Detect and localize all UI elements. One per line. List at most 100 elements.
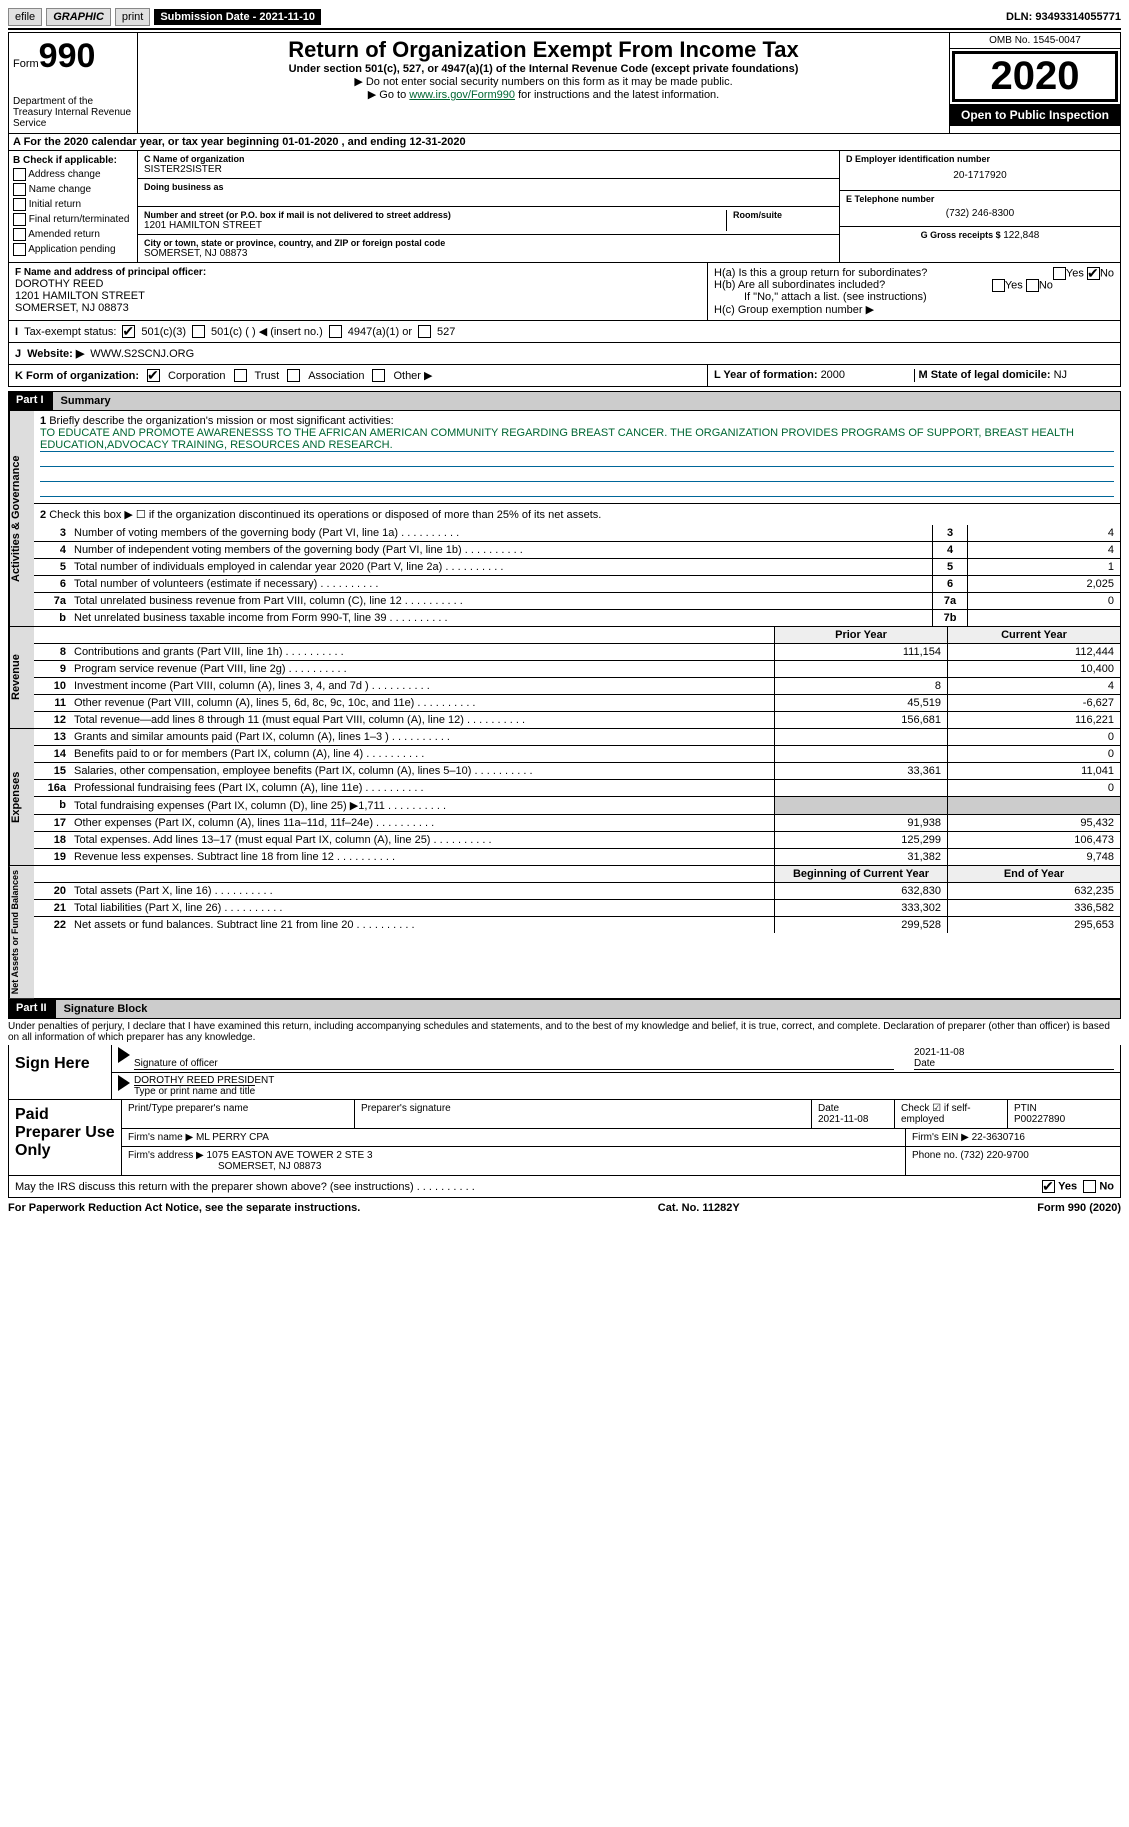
chk-final-return[interactable] bbox=[13, 213, 26, 226]
hb-yes[interactable] bbox=[992, 279, 1005, 292]
chk-other[interactable] bbox=[372, 369, 385, 382]
chk-name-change[interactable] bbox=[13, 183, 26, 196]
form-number: 990 bbox=[39, 37, 96, 75]
exp-line-19: 19Revenue less expenses. Subtract line 1… bbox=[34, 849, 1120, 865]
tax-year: 2020 bbox=[952, 51, 1118, 102]
city-label: City or town, state or province, country… bbox=[144, 238, 833, 248]
hdr-end-year: End of Year bbox=[947, 866, 1120, 882]
ha-no[interactable] bbox=[1087, 267, 1100, 280]
part1-header: Part I bbox=[8, 391, 52, 411]
d-ein-label: D Employer identification number bbox=[846, 154, 1114, 164]
chk-trust[interactable] bbox=[234, 369, 247, 382]
side-net-assets: Net Assets or Fund Balances bbox=[9, 866, 34, 998]
officer-addr1: 1201 HAMILTON STREET bbox=[15, 290, 701, 302]
paid-preparer-label: Paid Preparer Use Only bbox=[9, 1100, 122, 1175]
prep-date-label: Date bbox=[818, 1103, 839, 1114]
exp-line-16a: 16aProfessional fundraising fees (Part I… bbox=[34, 780, 1120, 797]
addr-label: Number and street (or P.O. box if mail i… bbox=[144, 210, 720, 220]
net-line-21: 21Total liabilities (Part X, line 26)333… bbox=[34, 900, 1120, 917]
form-note-2: ▶ Go to www.irs.gov/Form990 for instruct… bbox=[142, 88, 945, 101]
row-j-website: J Website: ▶ WWW.S2SCNJ.ORG bbox=[8, 343, 1121, 365]
dln: DLN: 93493314055771 bbox=[1006, 11, 1121, 23]
officer-name: DOROTHY REED bbox=[15, 278, 701, 290]
org-city: SOMERSET, NJ 08873 bbox=[144, 248, 833, 259]
prep-sig-label: Preparer's signature bbox=[355, 1100, 812, 1128]
gross-receipts: 122,848 bbox=[1003, 230, 1039, 241]
chk-initial-return[interactable] bbox=[13, 198, 26, 211]
year-formation: 2000 bbox=[821, 369, 845, 381]
ptin-label: PTIN bbox=[1014, 1103, 1037, 1114]
page-footer: For Paperwork Reduction Act Notice, see … bbox=[8, 1198, 1121, 1218]
k-label: K Form of organization: bbox=[15, 370, 139, 382]
chk-527[interactable] bbox=[418, 325, 431, 338]
hb-note: If "No," attach a list. (see instruction… bbox=[714, 291, 1114, 303]
dept-treasury: Department of the Treasury Internal Reve… bbox=[13, 96, 133, 129]
q1-label: Briefly describe the organization's miss… bbox=[49, 415, 393, 427]
line-4: 4Number of independent voting members of… bbox=[34, 542, 1120, 559]
chk-corp[interactable] bbox=[147, 369, 160, 382]
line-7b: bNet unrelated business taxable income f… bbox=[34, 610, 1120, 626]
chk-501c[interactable] bbox=[192, 325, 205, 338]
rev-line-11: 11Other revenue (Part VIII, column (A), … bbox=[34, 695, 1120, 712]
rev-line-10: 10Investment income (Part VIII, column (… bbox=[34, 678, 1120, 695]
room-label: Room/suite bbox=[733, 210, 833, 220]
ha-yes[interactable] bbox=[1053, 267, 1066, 280]
exp-line-15: 15Salaries, other compensation, employee… bbox=[34, 763, 1120, 780]
efile-btn[interactable]: efile bbox=[8, 8, 42, 26]
org-name: SISTER2SISTER bbox=[144, 164, 833, 175]
rev-line-9: 9Program service revenue (Part VIII, lin… bbox=[34, 661, 1120, 678]
chk-address-change[interactable] bbox=[13, 168, 26, 181]
hc-label: H(c) Group exemption number ▶ bbox=[714, 303, 1114, 316]
sig-arrow-icon-2 bbox=[118, 1075, 130, 1091]
chk-501c3[interactable] bbox=[122, 325, 135, 338]
m-label: M State of legal domicile: bbox=[919, 369, 1054, 381]
open-to-public: Open to Public Inspection bbox=[950, 104, 1120, 126]
form-title: Return of Organization Exempt From Incom… bbox=[142, 37, 945, 63]
graphic-btn[interactable]: GRAPHIC bbox=[46, 8, 111, 26]
website-value: WWW.S2SCNJ.ORG bbox=[90, 348, 194, 360]
date-label: Date bbox=[914, 1058, 935, 1069]
net-line-22: 22Net assets or fund balances. Subtract … bbox=[34, 917, 1120, 933]
row-a-period: A For the 2020 calendar year, or tax yea… bbox=[8, 134, 1121, 151]
chk-assoc[interactable] bbox=[287, 369, 300, 382]
section-net-assets: Net Assets or Fund Balances Beginning of… bbox=[8, 866, 1121, 999]
section-revenue: Revenue Prior Year Current Year 8Contrib… bbox=[8, 627, 1121, 729]
b-label: B Check if applicable: bbox=[13, 155, 133, 166]
irs-link[interactable]: www.irs.gov/Form990 bbox=[409, 89, 515, 101]
ha-label: H(a) Is this a group return for subordin… bbox=[714, 267, 927, 279]
chk-amended[interactable] bbox=[13, 228, 26, 241]
may-irs-yes[interactable] bbox=[1042, 1180, 1055, 1193]
chk-4947[interactable] bbox=[329, 325, 342, 338]
side-governance: Activities & Governance bbox=[9, 411, 34, 626]
form-subtitle: Under section 501(c), 527, or 4947(a)(1)… bbox=[142, 63, 945, 75]
q2-label: Check this box ▶ ☐ if the organization d… bbox=[49, 509, 601, 521]
state-domicile: NJ bbox=[1054, 369, 1067, 381]
sig-officer-label: Signature of officer bbox=[134, 1058, 218, 1069]
print-btn[interactable]: print bbox=[115, 8, 150, 26]
part1-title: Summary bbox=[52, 391, 1121, 411]
section-governance: Activities & Governance 1 Briefly descri… bbox=[8, 411, 1121, 627]
g-gross-label: G Gross receipts $ bbox=[921, 230, 1004, 240]
may-irs-row: May the IRS discuss this return with the… bbox=[8, 1176, 1121, 1198]
sign-here-label: Sign Here bbox=[9, 1045, 112, 1099]
firm-addr1: 1075 EASTON AVE TOWER 2 STE 3 bbox=[207, 1150, 373, 1161]
firm-phone: (732) 220-9700 bbox=[960, 1150, 1028, 1161]
firm-ein: 22-3630716 bbox=[972, 1132, 1025, 1143]
line-5: 5Total number of individuals employed in… bbox=[34, 559, 1120, 576]
dba-label: Doing business as bbox=[144, 182, 833, 192]
form-note-1: ▶ Do not enter social security numbers o… bbox=[142, 75, 945, 88]
footer-left: For Paperwork Reduction Act Notice, see … bbox=[8, 1202, 360, 1214]
c-name-label: C Name of organization bbox=[144, 154, 833, 164]
may-irs-no[interactable] bbox=[1083, 1180, 1096, 1193]
hb-no[interactable] bbox=[1026, 279, 1039, 292]
exp-line-13: 13Grants and similar amounts paid (Part … bbox=[34, 729, 1120, 746]
form-header: Form990 Department of the Treasury Inter… bbox=[8, 32, 1121, 134]
omb-number: OMB No. 1545-0047 bbox=[950, 33, 1120, 49]
declaration-text: Under penalties of perjury, I declare th… bbox=[8, 1019, 1121, 1045]
chk-pending[interactable] bbox=[13, 243, 26, 256]
line-3: 3Number of voting members of the governi… bbox=[34, 525, 1120, 542]
officer-printed-label: Type or print name and title bbox=[134, 1085, 255, 1097]
hb-label: H(b) Are all subordinates included? bbox=[714, 279, 885, 291]
row-klm: K Form of organization: Corporation Trus… bbox=[8, 365, 1121, 387]
exp-line-17: 17Other expenses (Part IX, column (A), l… bbox=[34, 815, 1120, 832]
